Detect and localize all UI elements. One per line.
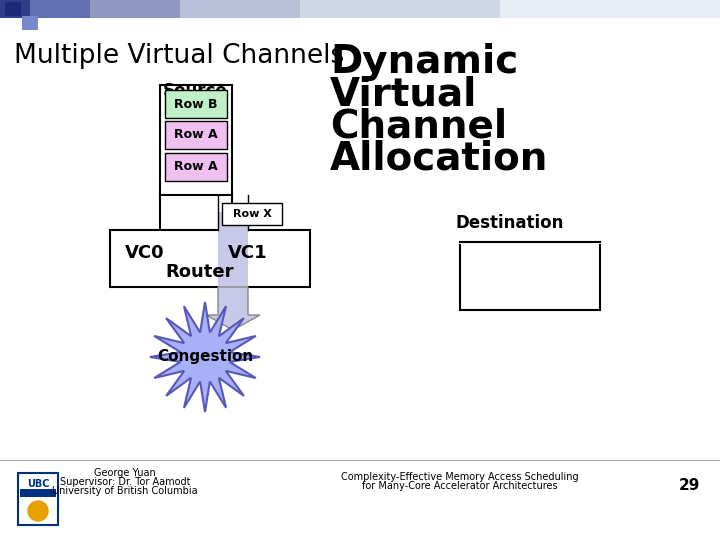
Bar [90,0,180,18]
Bar [222,203,282,225]
Text: Dynamic: Dynamic [330,43,518,81]
Text: for Many-Core Accelerator Architectures: for Many-Core Accelerator Architectures [362,481,558,491]
Text: Channel: Channel [330,107,507,145]
Text: UBC: UBC [27,479,49,489]
Bar [30,0,90,18]
Text: Destination: Destination [456,214,564,232]
Bar [20,489,56,497]
Text: VC1: VC1 [228,244,268,262]
Text: Source: Source [163,82,228,100]
Text: 29: 29 [679,478,700,493]
Bar [165,90,227,118]
Bar [218,212,248,287]
Text: Virtual: Virtual [330,75,477,113]
Text: Multiple Virtual Channels :: Multiple Virtual Channels : [14,43,370,69]
Text: Router: Router [166,263,234,281]
Text: Row A: Row A [174,160,218,173]
Bar [180,0,300,18]
Bar [110,230,310,287]
Bar [160,85,232,195]
Text: University of British Columbia: University of British Columbia [52,486,198,496]
Text: Row X: Row X [233,209,271,219]
Bar [165,121,227,149]
Circle shape [28,501,48,521]
Polygon shape [206,287,260,330]
Bar [500,0,720,18]
Text: Congestion: Congestion [157,349,253,364]
Text: George Yuan: George Yuan [94,468,156,478]
Text: VC0: VC0 [125,244,165,262]
Text: Row B: Row B [174,98,217,111]
Bar [18,473,58,525]
Polygon shape [150,302,260,412]
Bar [5,2,21,16]
Bar [165,153,227,181]
Text: Supervisor: Dr. Tor Aamodt: Supervisor: Dr. Tor Aamodt [60,477,190,487]
Text: Allocation: Allocation [330,139,549,177]
Text: Row A: Row A [174,129,218,141]
Bar [300,0,500,18]
Bar [0,0,30,18]
Bar [22,16,38,30]
Text: Complexity-Effective Memory Access Scheduling: Complexity-Effective Memory Access Sched… [341,472,579,482]
